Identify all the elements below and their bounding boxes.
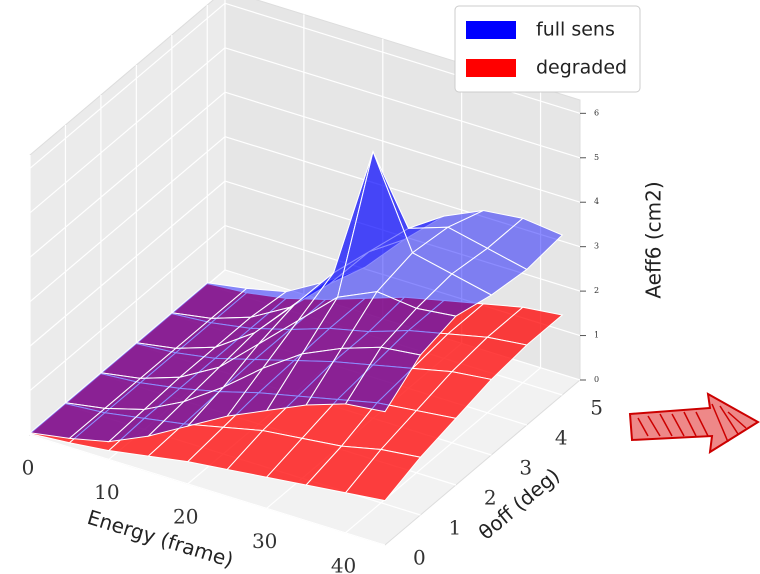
x-axis-label: Energy (frame): [85, 505, 237, 572]
grid-line: [29, 136, 226, 303]
y-tick-label: 1: [448, 516, 461, 540]
x-tick-label: 40: [331, 553, 356, 574]
z-tick-label: 3: [594, 242, 599, 251]
arrow: [628, 392, 760, 454]
surfaces: [28, 150, 564, 502]
z-axis-label: Aeff6 (cm2): [642, 181, 666, 298]
surface-facet: [344, 448, 422, 502]
z-tick-label: 0: [594, 375, 599, 384]
legend-swatch: [466, 21, 516, 39]
grid-line: [224, 91, 581, 203]
arrow-icon: [628, 392, 760, 454]
grid-line: [224, 180, 581, 292]
grid-line: [29, 225, 226, 392]
grid-line: [29, 180, 226, 347]
z-tick-label: 1: [594, 331, 599, 340]
legend-swatch: [466, 59, 516, 77]
legend-label: degraded: [536, 57, 627, 79]
y-tick-label: 5: [590, 396, 603, 420]
grid-line: [345, 367, 541, 534]
grid-line: [29, 91, 226, 258]
x-tick-label: 30: [252, 529, 277, 553]
z-tick-label: 5: [594, 153, 599, 162]
arrow-hatch: [637, 403, 747, 443]
y-tick-label: 4: [555, 426, 568, 450]
grid-line: [29, 2, 226, 169]
z-tick-label: 6: [594, 108, 599, 117]
grid-line: [29, 434, 386, 546]
y-tick-label: 3: [519, 456, 532, 480]
surface-facet: [344, 346, 422, 413]
grid-line: [224, 2, 581, 114]
z-tick-label: 4: [594, 197, 599, 206]
x-tick-label: 10: [94, 480, 119, 504]
grid-line: [224, 47, 581, 159]
z-tick-label: 2: [594, 286, 599, 295]
x-tick-label: 20: [173, 504, 198, 528]
y-tick-label: 2: [484, 486, 497, 510]
legend-label: full sens: [536, 19, 615, 41]
y-tick-label: 0: [413, 546, 426, 570]
grid-line: [29, 47, 226, 214]
x-tick-label: 0: [22, 456, 35, 480]
legend: full sens degraded: [454, 5, 641, 93]
grid-line: [224, 136, 581, 248]
